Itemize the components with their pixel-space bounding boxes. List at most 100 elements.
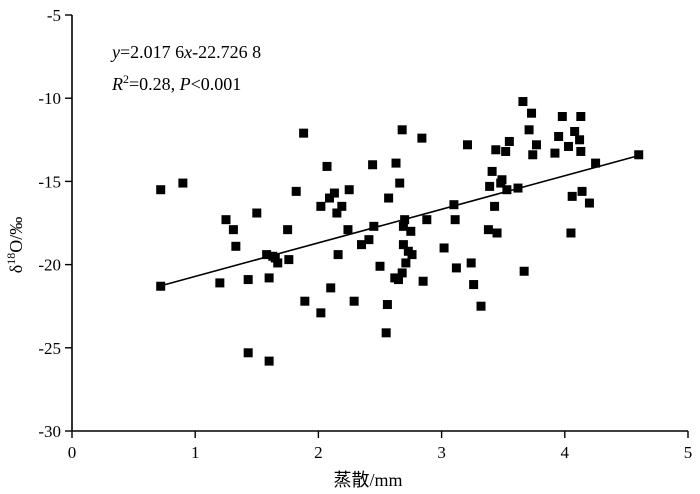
data-point [369,221,379,231]
data-point [299,128,309,138]
data-point [231,241,241,251]
data-point [215,278,225,288]
data-point [557,112,567,122]
data-point [283,225,293,235]
data-point [384,193,394,203]
data-point [584,198,594,208]
data-point [284,255,294,265]
data-point [398,221,408,231]
data-point [300,296,310,306]
data-point [270,253,280,263]
x-axis-title: 蒸散/mm [333,470,402,490]
data-point [469,280,479,290]
regression-equation: y=2.017 6x-22.726 8 [110,42,261,62]
data-point [466,258,476,268]
data-point [591,158,601,168]
x-ticks: 0 1 2 3 4 5 [68,431,692,462]
data-point [491,145,501,155]
data-point [502,185,512,195]
data-point [422,215,432,225]
regression-line [158,154,639,288]
data-point [397,268,407,278]
data-point [563,141,573,151]
data-point [462,140,472,150]
data-point [483,225,493,235]
data-point [329,188,339,198]
data-point [337,201,347,211]
y-tick-label: -25 [38,339,61,358]
data-point [391,158,401,168]
data-point [528,150,538,160]
data-point [398,240,408,250]
data-point [487,166,497,176]
data-point [439,243,449,253]
y-tick-label: -20 [38,256,61,275]
data-point [393,275,403,285]
data-point [326,283,336,293]
data-point [518,97,528,107]
data-point [368,160,378,170]
data-point [554,131,564,141]
data-point [485,181,495,191]
data-point [264,273,274,283]
data-point [316,201,326,211]
data-point [504,136,514,146]
data-point [490,201,500,211]
data-point [449,200,459,210]
x-tick-label: 2 [314,443,323,462]
data-point [527,108,537,118]
data-point [395,178,405,188]
data-point [497,175,507,185]
data-point [332,208,342,218]
data-point [291,186,301,196]
data-point [333,250,343,260]
y-ticks: -5 -10 -15 -20 -25 -30 [38,6,72,441]
data-point [550,148,560,158]
data-point [577,186,587,196]
data-point [524,125,534,135]
data-point [273,258,283,268]
x-tick-label: 1 [191,443,200,462]
data-point [381,328,391,338]
data-point [519,266,529,276]
data-point [576,112,586,122]
x-tick-label: 0 [68,443,77,462]
y-axis-title: δ18O/‰ [4,217,26,273]
data-point [634,150,644,160]
y-tick-label: -5 [47,6,61,25]
data-point [566,228,576,238]
data-point [476,301,486,311]
data-point [344,185,354,195]
data-point [382,300,392,310]
data-point [531,140,541,150]
data-point [349,296,359,306]
data-point [324,193,334,203]
x-tick-label: 3 [437,443,446,462]
data-point [397,125,407,135]
data-point [418,276,428,286]
data-point [343,225,353,235]
data-point [406,226,416,236]
data-point [228,225,238,235]
data-point [316,308,326,318]
data-point [501,146,511,156]
data-point [243,348,253,358]
data-point [450,215,460,225]
data-point [178,178,188,188]
data-point [575,135,585,145]
data-point [492,228,502,238]
data-point [570,126,580,136]
data-point [567,191,577,201]
data-point [156,185,166,195]
data-point [264,356,274,366]
r-squared-p-value: R2=0.28, P<0.001 [111,72,241,94]
axes [71,15,688,432]
data-point [576,146,586,156]
data-point [357,240,367,250]
y-tick-label: -15 [38,172,61,191]
y-tick-label: -10 [38,89,61,108]
data-point [401,258,411,268]
data-point [375,261,385,271]
data-points [156,97,644,366]
